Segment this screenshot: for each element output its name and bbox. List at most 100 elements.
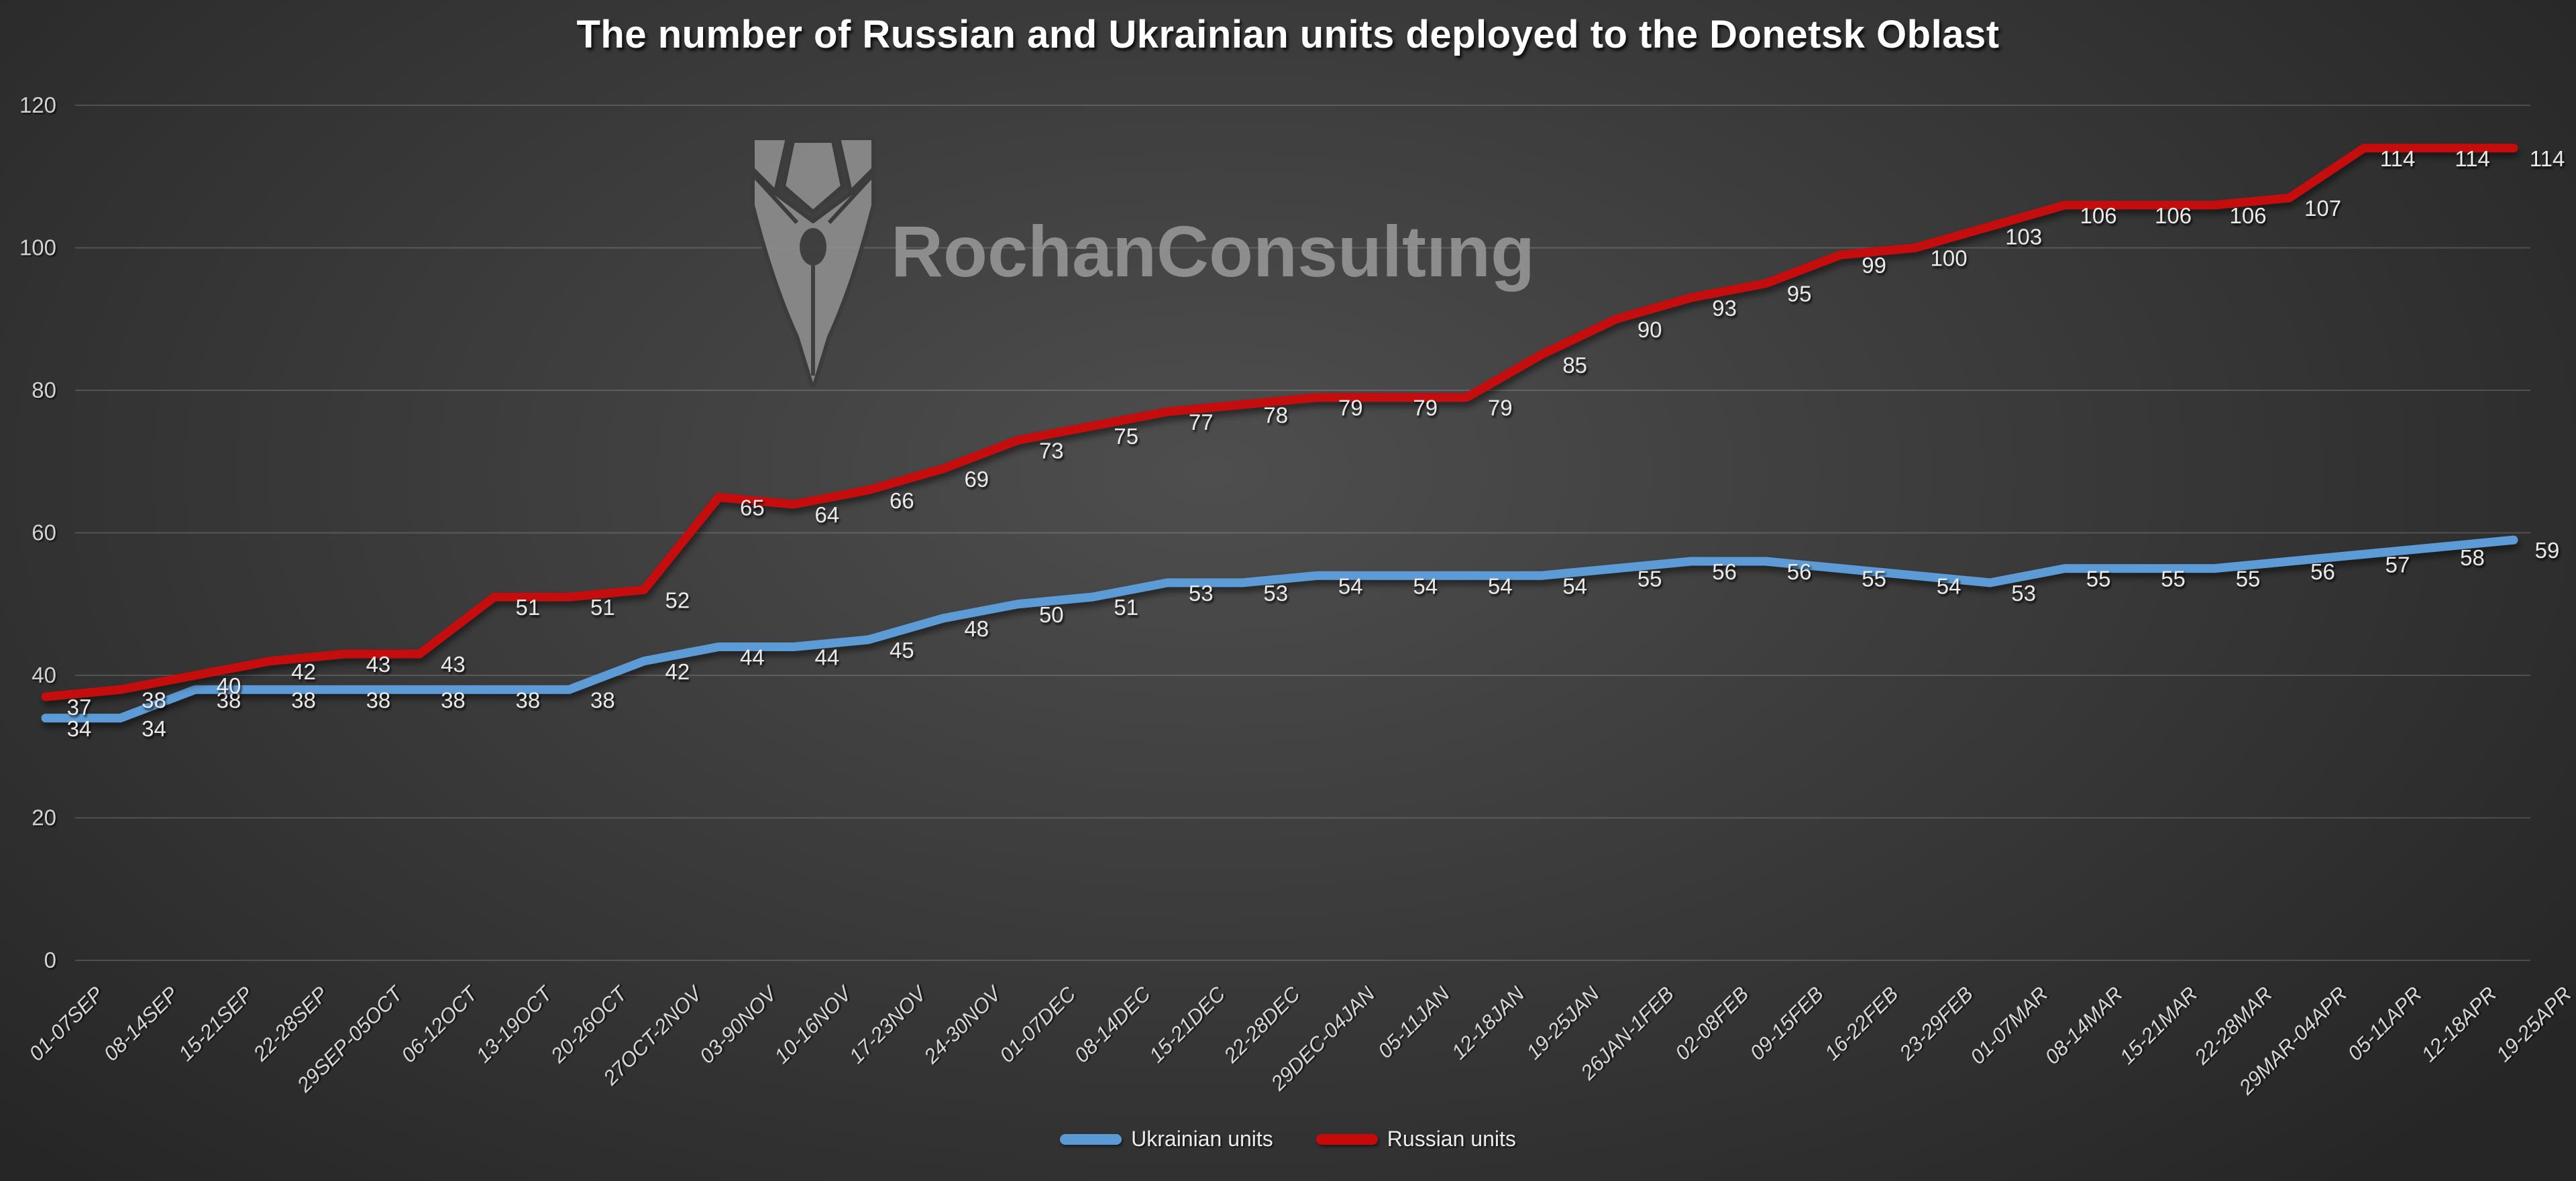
y-tick-label: 60 <box>32 520 56 545</box>
x-tick-label: 13-19OCT <box>472 981 558 1068</box>
data-label-ukrainian-units: 56 <box>1787 559 1812 584</box>
x-tick-label: 10-16NOV <box>769 980 857 1068</box>
y-tick-label: 20 <box>32 805 56 830</box>
y-axis-labels: 0 20 40 60 80 100 120 <box>19 93 56 972</box>
legend-item-russian: Russian units <box>1316 1127 1516 1151</box>
data-label-russian-units: 64 <box>814 502 839 527</box>
data-label-russian-units: 79 <box>1338 396 1363 420</box>
data-label-ukrainian-units: 50 <box>1039 602 1064 627</box>
x-tick-label: 12-18JAN <box>1447 982 1529 1064</box>
data-label-ukrainian-units: 44 <box>814 645 839 670</box>
data-label-russian-units: 78 <box>1263 402 1288 427</box>
x-tick-label: 24-30NOV <box>919 980 1007 1068</box>
data-label-ukrainian-units: 45 <box>890 638 914 663</box>
data-label-ukrainian-units: 55 <box>2086 567 2111 592</box>
data-label-russian-units: 93 <box>1712 296 1737 321</box>
x-tick-label: 16-22FEB <box>1820 982 1902 1064</box>
x-tick-label: 08-14SEP <box>99 982 183 1066</box>
data-label-ukrainian-units: 38 <box>291 687 316 712</box>
series-line-russian-units <box>41 144 2518 701</box>
data-label-russian-units: 106 <box>2080 203 2117 228</box>
legend-swatch-ukrainian-icon <box>1060 1133 1122 1145</box>
data-label-russian-units: 51 <box>590 595 615 620</box>
x-tick-label: 03-90NOV <box>695 980 783 1068</box>
x-tick-label: 12-18APR <box>2417 982 2502 1066</box>
data-label-russian-units: 66 <box>890 488 914 513</box>
data-label-russian-units: 65 <box>740 495 765 520</box>
watermark-text: RochanConsultıng <box>891 211 1535 292</box>
x-tick-label: 01-07MAR <box>1966 982 2053 1069</box>
data-label-russian-units: 43 <box>441 652 466 677</box>
x-axis-labels: 01-07SEP08-14SEP15-21SEP22-28SEP29SEP-05… <box>24 980 2576 1100</box>
data-label-ukrainian-units: 38 <box>516 687 541 712</box>
data-label-ukrainian-units: 51 <box>1114 595 1138 620</box>
y-tick-label: 120 <box>19 93 56 117</box>
x-tick-label: 05-11JAN <box>1373 982 1454 1063</box>
data-label-ukrainian-units: 48 <box>964 616 989 641</box>
data-label-russian-units: 37 <box>67 695 92 720</box>
y-tick-label: 40 <box>32 663 56 687</box>
x-tick-label: 05-11APR <box>2343 982 2426 1065</box>
data-label-russian-units: 40 <box>217 673 241 698</box>
x-tick-label: 02-08FEB <box>1670 982 1753 1064</box>
data-label-russian-units: 42 <box>291 659 316 684</box>
x-tick-label: 15-21MAR <box>2115 982 2202 1069</box>
data-label-russian-units: 38 <box>142 687 166 712</box>
data-label-russian-units: 114 <box>2380 146 2416 171</box>
data-label-russian-units: 77 <box>1189 410 1214 435</box>
series-line-ukrainian-units <box>41 535 2518 723</box>
legend: Ukrainian units Russian units <box>0 1127 2576 1151</box>
data-label-ukrainian-units: 58 <box>2460 545 2485 570</box>
chart-title: The number of Russian and Ukrainian unit… <box>576 13 2000 56</box>
data-label-ukrainian-units: 54 <box>1562 573 1587 598</box>
data-label-ukrainian-units: 38 <box>441 687 466 712</box>
data-label-ukrainian-units: 53 <box>1263 581 1288 606</box>
y-tick-label: 100 <box>19 235 56 260</box>
x-tick-label: 01-07SEP <box>24 982 108 1066</box>
gridlines <box>75 105 2530 961</box>
data-label-ukrainian-units: 57 <box>2385 552 2410 577</box>
data-label-russian-units: 52 <box>665 588 690 613</box>
x-tick-label: 09-15FEB <box>1746 982 1828 1064</box>
data-label-ukrainian-units: 55 <box>1638 567 1662 592</box>
data-label-ukrainian-units: 55 <box>2236 567 2261 592</box>
data-label-ukrainian-units: 53 <box>1189 581 1214 606</box>
data-label-ukrainian-units: 54 <box>1488 573 1513 598</box>
x-tick-label: 15-21DEC <box>1144 982 1230 1068</box>
data-label-russian-units: 69 <box>964 467 989 492</box>
data-label-russian-units: 79 <box>1488 396 1513 420</box>
y-tick-label: 0 <box>44 948 56 972</box>
data-label-russian-units: 95 <box>1787 282 1812 306</box>
legend-item-ukrainian: Ukrainian units <box>1060 1127 1273 1151</box>
data-label-russian-units: 85 <box>1562 353 1587 378</box>
data-label-ukrainian-units: 34 <box>142 716 166 741</box>
x-tick-label: 15-21SEP <box>174 982 258 1066</box>
data-label-ukrainian-units: 54 <box>1937 573 1962 598</box>
data-label-russian-units: 75 <box>1114 424 1138 449</box>
data-label-ukrainian-units: 38 <box>366 687 391 712</box>
data-label-ukrainian-units: 56 <box>1712 559 1737 584</box>
data-label-ukrainian-units: 59 <box>2535 538 2560 563</box>
x-tick-label: 01-07DEC <box>995 982 1081 1068</box>
pen-nib-icon <box>751 136 875 387</box>
x-tick-label: 06-12OCT <box>396 981 483 1068</box>
data-label-russian-units: 106 <box>2155 203 2192 228</box>
data-label-russian-units: 51 <box>516 595 541 620</box>
legend-swatch-russian-icon <box>1316 1133 1378 1145</box>
data-label-ukrainian-units: 34 <box>67 716 92 741</box>
data-label-ukrainian-units: 55 <box>2161 567 2186 592</box>
data-label-ukrainian-units: 56 <box>2310 559 2335 584</box>
x-tick-label: 08-14DEC <box>1070 982 1156 1068</box>
data-label-russian-units: 79 <box>1413 396 1438 420</box>
x-tick-label: 17-23NOV <box>845 980 932 1068</box>
data-label-ukrainian-units: 55 <box>1862 567 1886 592</box>
data-label-ukrainian-units: 53 <box>2011 581 2036 606</box>
data-label-ukrainian-units: 38 <box>590 687 615 712</box>
x-tick-label: 19-25APR <box>2491 982 2576 1066</box>
data-labels: 34 34 38 38 38 38 38 38 42 44 44 45 48 50 51 53 53 54 54 54… <box>67 146 2565 741</box>
data-label-russian-units: 103 <box>2005 225 2042 249</box>
data-label-ukrainian-units: 44 <box>740 645 765 670</box>
watermark-logo: RochanConsultıng <box>751 136 1535 387</box>
